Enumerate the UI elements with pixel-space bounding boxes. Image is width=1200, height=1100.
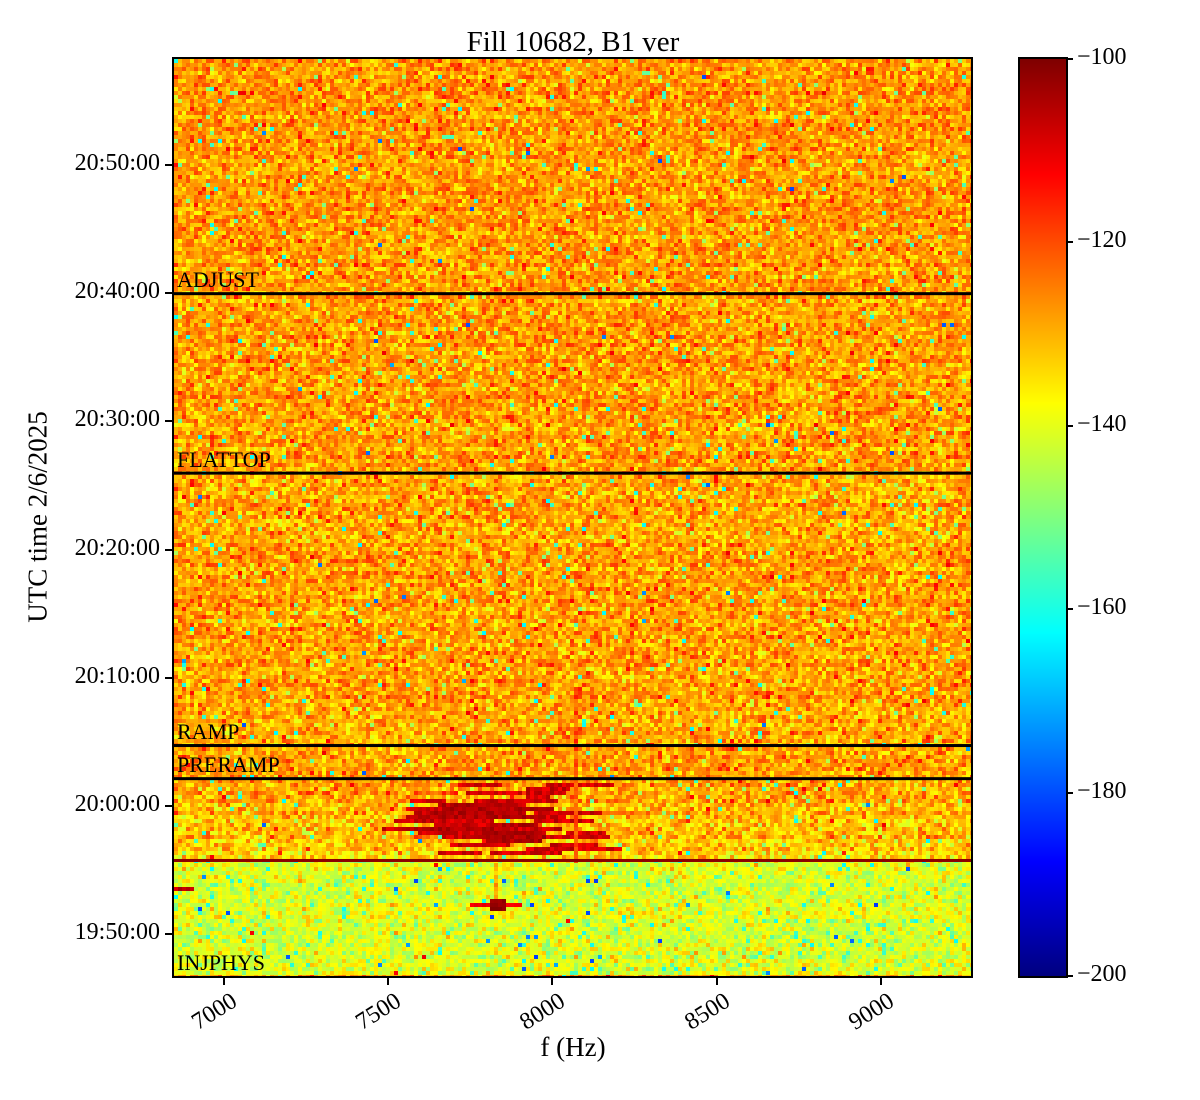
x-tick-mark [879, 978, 882, 985]
colorbar-tick-mark [1066, 241, 1073, 244]
x-axis-label: f (Hz) [540, 1032, 606, 1062]
y-tick-mark [165, 292, 172, 295]
y-tick-mark [165, 804, 172, 807]
y-tick-mark [165, 163, 172, 166]
colorbar-tick-mark [1066, 791, 1073, 794]
x-tick-mark [222, 978, 225, 985]
chart-title: Fill 10682, B1 ver [466, 26, 680, 58]
colorbar-tick-mark [1066, 975, 1073, 977]
colorbar-tick-label: −180 [1077, 777, 1127, 804]
y-tick-mark [165, 420, 172, 423]
colorbar-tick-label: −160 [1077, 594, 1127, 621]
y-tick-label: 19:50:00 [74, 919, 160, 946]
y-tick-mark [165, 933, 172, 936]
y-tick-label: 20:10:00 [74, 662, 160, 689]
beam-mode-label-flattop: FLATTOP [177, 446, 271, 472]
spectrogram-heatmap [174, 59, 971, 976]
colorbar-tick-mark [1066, 424, 1073, 427]
colorbar-tick-mark [1066, 58, 1073, 60]
colorbar-tick-label: −120 [1077, 227, 1127, 254]
x-tick-label: 7000 [187, 988, 242, 1036]
y-tick-mark [165, 548, 172, 551]
beam-mode-label-adjust: ADJUST [177, 267, 259, 293]
colorbar-tick-label: −100 [1077, 44, 1127, 70]
x-tick-label: 8500 [680, 988, 735, 1036]
colorbar-tick-mark [1066, 608, 1073, 611]
beam-mode-label-ramp: RAMP [177, 719, 240, 745]
y-tick-mark [165, 676, 172, 679]
y-tick-label: 20:50:00 [74, 149, 160, 176]
beam-mode-label-preramp: PRERAMP [177, 752, 280, 778]
x-tick-mark [551, 978, 554, 985]
y-tick-label: 20:30:00 [74, 406, 160, 433]
x-tick-label: 7500 [351, 988, 406, 1036]
colorbar-tick-label: −140 [1077, 410, 1127, 437]
x-tick-label: 8000 [515, 988, 571, 1036]
beam-mode-label-injphys: INJPHYS [177, 950, 266, 975]
x-tick-mark [387, 978, 390, 985]
y-tick-label: 20:20:00 [74, 534, 160, 561]
x-tick-mark [715, 978, 718, 985]
x-tick-label: 9000 [844, 988, 899, 1036]
y-axis-label: UTC time 2/6/2025 [22, 411, 53, 623]
colorbar-gradient [1020, 59, 1066, 976]
y-tick-label: 20:40:00 [74, 278, 160, 305]
colorbar-tick-label: −200 [1077, 961, 1127, 987]
y-tick-label: 20:00:00 [74, 790, 160, 817]
